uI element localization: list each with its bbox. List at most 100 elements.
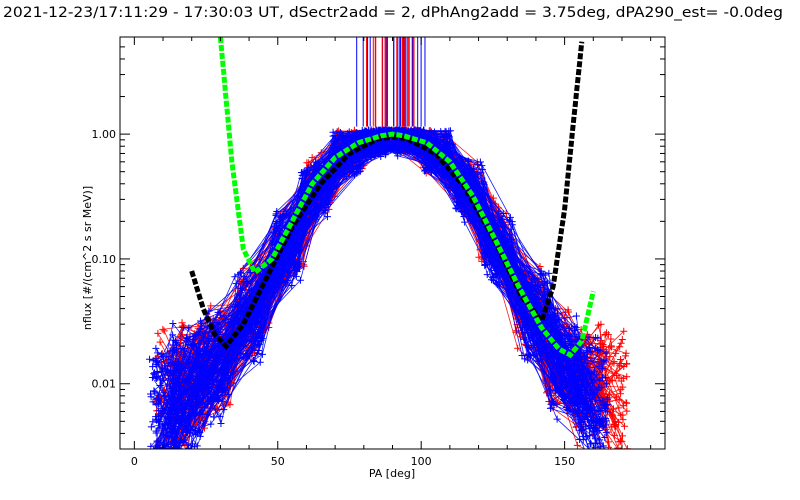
blue-plus-marker (572, 312, 580, 320)
blue-plus-marker (298, 174, 306, 182)
blue-plus-marker (586, 422, 594, 430)
blue-plus-marker (595, 454, 602, 461)
blue-plus-marker (210, 413, 218, 421)
blue-plus-marker (184, 400, 192, 408)
red-plus-marker (617, 355, 625, 363)
blue-plus-marker (152, 344, 160, 352)
blue-plus-marker (290, 264, 298, 272)
blue-plus-marker (151, 369, 159, 377)
blue-plus-marker (577, 392, 585, 400)
blue-plus-marker (256, 358, 264, 366)
red-plus-marker (601, 330, 609, 338)
blue-plus-marker (465, 157, 473, 165)
blue-plus-marker (529, 341, 537, 349)
blue-plus-marker (598, 383, 606, 391)
blue-plus-marker (168, 425, 176, 433)
blue-plus-marker (421, 167, 429, 175)
blue-plus-marker (421, 167, 429, 175)
blue-plus-marker (155, 407, 163, 415)
blue-plus-marker (189, 401, 197, 409)
blue-plus-marker (476, 194, 484, 202)
blue-plus-marker (310, 165, 318, 173)
blue-plus-marker (274, 278, 282, 286)
blue-plus-marker (462, 208, 470, 216)
red-plus-marker (159, 325, 167, 333)
blue-plus-marker (236, 310, 244, 318)
blue-plus-marker (164, 465, 171, 472)
blue-plus-marker (383, 146, 391, 154)
chart-title: 2021-12-23/17:11:29 - 17:30:03 UT, dSect… (3, 5, 783, 21)
blue-plus-marker (146, 355, 154, 363)
blue-plus-marker (524, 270, 532, 278)
blue-plus-marker (595, 421, 603, 429)
blue-plus-marker (162, 454, 169, 461)
blue-plus-marker (157, 455, 164, 462)
blue-plus-marker (532, 294, 540, 302)
red-plus-marker (154, 329, 162, 337)
blue-plus-marker (490, 254, 498, 262)
blue-plus-marker (525, 335, 533, 343)
blue-plus-marker (583, 347, 591, 355)
blue-plus-marker (169, 457, 176, 464)
blue-plus-marker (445, 132, 453, 140)
blue-plus-marker (236, 350, 244, 358)
blue-plus-marker (155, 454, 162, 461)
blue-plus-marker (149, 357, 157, 365)
blue-plus-marker (235, 290, 243, 298)
red-plus-marker (614, 461, 621, 468)
blue-plus-marker (591, 425, 599, 433)
red-plus-marker (179, 322, 187, 330)
red-plus-marker (153, 454, 160, 461)
blue-plus-marker (603, 408, 611, 416)
blue-plus-marker (452, 204, 460, 212)
blue-plus-marker (174, 454, 181, 461)
blue-plus-marker (171, 450, 178, 457)
red-plus-marker (619, 416, 627, 424)
red-plus-marker (620, 362, 628, 370)
blue-plus-marker (152, 467, 159, 474)
blue-plus-marker (437, 128, 445, 136)
blue-plus-marker (200, 362, 208, 370)
blue-plus-marker (217, 311, 225, 319)
blue-plus-marker (345, 128, 353, 136)
blue-plus-marker (395, 146, 403, 154)
red-plus-marker (623, 407, 631, 415)
blue-plus-marker (155, 457, 162, 464)
blue-plus-marker (273, 208, 281, 216)
blue-plus-marker (150, 473, 157, 480)
blue-plus-marker (169, 397, 177, 405)
red-plus-marker (169, 448, 171, 449)
blue-plus-marker (173, 436, 181, 444)
blue-plus-marker (166, 457, 173, 464)
blue-plus-marker (152, 374, 160, 382)
red-plus-marker (622, 352, 630, 360)
red-plus-marker (207, 302, 215, 310)
red-plus-marker (623, 399, 631, 407)
red-plus-marker (620, 327, 628, 335)
blue-plus-marker (254, 350, 262, 358)
y-tick-label: 0.10 (92, 253, 117, 266)
plot-area (146, 37, 631, 480)
blue-plus-marker (172, 461, 179, 468)
blue-plus-marker (483, 271, 491, 279)
blue-plus-marker (594, 334, 602, 342)
blue-plus-marker (527, 352, 535, 360)
blue-plus-marker (216, 377, 224, 385)
blue-plus-marker (394, 152, 402, 160)
blue-plus-marker (490, 272, 498, 280)
red-plus-marker (617, 385, 625, 393)
blue-plus-marker (207, 420, 215, 428)
red-plus-marker (605, 390, 613, 398)
green-fit-curve (217, 37, 596, 359)
blue-plus-marker (529, 331, 537, 339)
blue-plus-marker (169, 320, 177, 328)
blue-plus-marker (296, 276, 304, 284)
blue-plus-marker (591, 367, 599, 375)
blue-plus-marker (553, 385, 561, 393)
blue-plus-marker (579, 425, 587, 433)
blue-plus-marker (527, 313, 535, 321)
blue-plus-marker (566, 361, 574, 369)
blue-trace (156, 148, 591, 426)
blue-plus-marker (586, 440, 594, 448)
red-plus-marker (573, 441, 581, 449)
